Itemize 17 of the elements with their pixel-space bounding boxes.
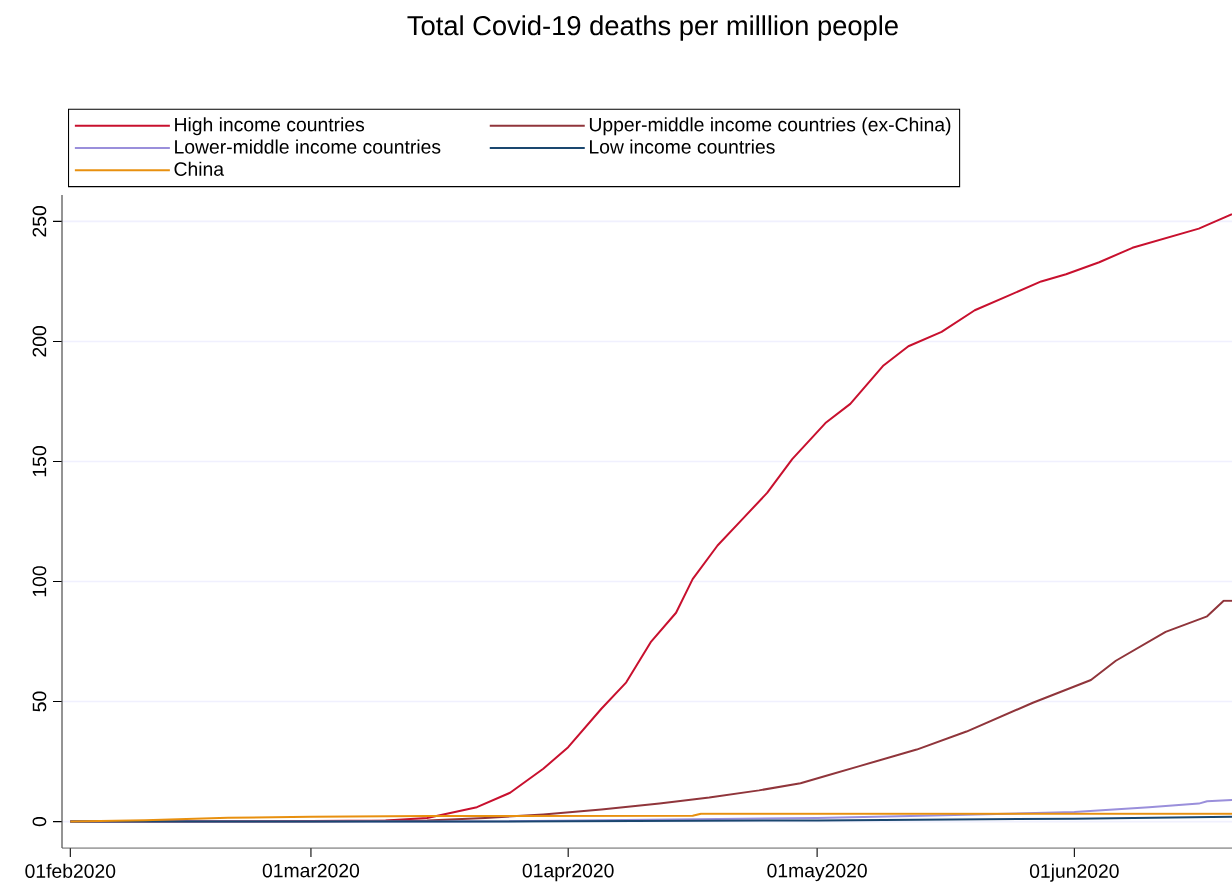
x-tick-label: 01feb2020 bbox=[25, 863, 116, 878]
legend-label: High income countries bbox=[175, 117, 365, 136]
chart-title: Total Covid-19 deaths per milllion people bbox=[407, 15, 898, 41]
y-tick-label: 200 bbox=[32, 326, 47, 357]
x-tick-label: 01jun2020 bbox=[1029, 863, 1119, 882]
legend-label: Low income countries bbox=[590, 139, 775, 154]
x-tick-label: 01mar2020 bbox=[262, 863, 360, 878]
x-tick-label: 01may2020 bbox=[767, 863, 867, 882]
legend-label: China bbox=[174, 161, 225, 176]
y-tick-label: 0 bbox=[32, 816, 47, 827]
legend-label: Upper-middle income countries (ex-China) bbox=[589, 117, 951, 136]
y-tick-label: 250 bbox=[32, 206, 47, 237]
y-tick-label: 150 bbox=[32, 446, 47, 477]
x-tick-label: 01apr2020 bbox=[522, 863, 614, 882]
y-tick-label: 50 bbox=[32, 691, 47, 712]
legend-label: Lower-middle income countries bbox=[175, 139, 441, 154]
y-tick-label: 100 bbox=[32, 566, 47, 597]
